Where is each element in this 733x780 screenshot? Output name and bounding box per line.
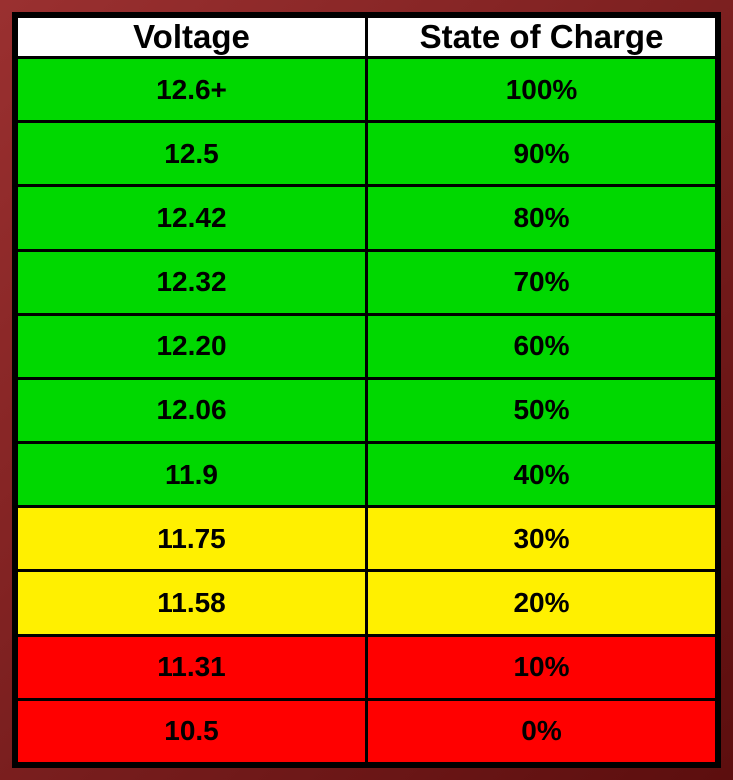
cell-soc: 40% — [367, 443, 717, 507]
cell-soc: 80% — [367, 186, 717, 250]
cell-voltage: 12.20 — [17, 314, 367, 378]
cell-voltage: 12.32 — [17, 250, 367, 314]
table-row: 11.58 20% — [17, 571, 717, 635]
table-row: 12.20 60% — [17, 314, 717, 378]
table-body: 12.6+ 100% 12.5 90% 12.42 80% 12.32 70% … — [17, 58, 717, 764]
cell-soc: 0% — [367, 699, 717, 763]
table-row: 12.5 90% — [17, 122, 717, 186]
cell-soc: 70% — [367, 250, 717, 314]
cell-voltage: 12.6+ — [17, 58, 367, 122]
cell-soc: 30% — [367, 507, 717, 571]
header-voltage: Voltage — [17, 17, 367, 58]
cell-voltage: 12.42 — [17, 186, 367, 250]
cell-soc: 60% — [367, 314, 717, 378]
voltage-soc-table: Voltage State of Charge 12.6+ 100% 12.5 … — [15, 15, 718, 765]
table-row: 11.75 30% — [17, 507, 717, 571]
cell-voltage: 12.5 — [17, 122, 367, 186]
table-row: 12.32 70% — [17, 250, 717, 314]
cell-voltage: 11.58 — [17, 571, 367, 635]
cell-soc: 20% — [367, 571, 717, 635]
table-row: 12.42 80% — [17, 186, 717, 250]
cell-voltage: 11.9 — [17, 443, 367, 507]
cell-soc: 10% — [367, 635, 717, 699]
cell-voltage: 10.5 — [17, 699, 367, 763]
cell-soc: 100% — [367, 58, 717, 122]
table-row: 11.31 10% — [17, 635, 717, 699]
table-header-row: Voltage State of Charge — [17, 17, 717, 58]
outer-frame: Voltage State of Charge 12.6+ 100% 12.5 … — [0, 0, 733, 780]
cell-soc: 90% — [367, 122, 717, 186]
table-row: 12.06 50% — [17, 378, 717, 442]
cell-voltage: 12.06 — [17, 378, 367, 442]
table-row: 11.9 40% — [17, 443, 717, 507]
cell-voltage: 11.31 — [17, 635, 367, 699]
cell-soc: 50% — [367, 378, 717, 442]
table-row: 12.6+ 100% — [17, 58, 717, 122]
cell-voltage: 11.75 — [17, 507, 367, 571]
table-container: Voltage State of Charge 12.6+ 100% 12.5 … — [12, 12, 721, 768]
header-soc: State of Charge — [367, 17, 717, 58]
table-row: 10.5 0% — [17, 699, 717, 763]
